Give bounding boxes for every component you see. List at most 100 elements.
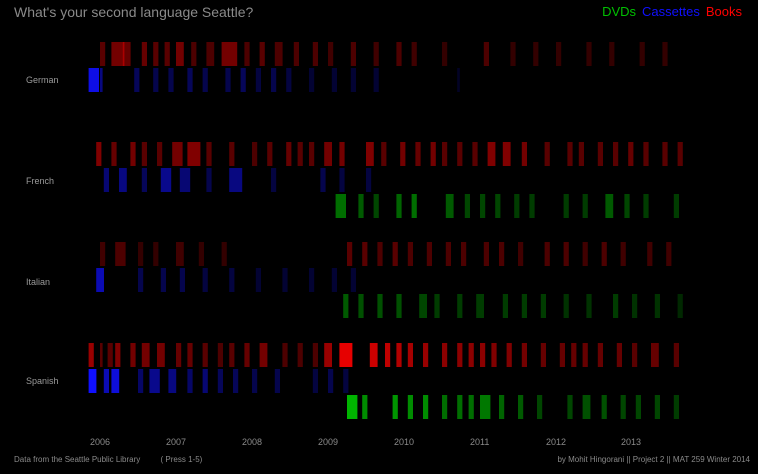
spanish-cassettes-bar <box>88 369 97 393</box>
french-books-bar <box>324 142 332 166</box>
french-books-bar <box>415 142 421 166</box>
french-books-bar <box>252 142 258 166</box>
italian-books-bar <box>666 242 672 266</box>
german-books-bar <box>122 42 131 66</box>
german-books-bar <box>510 42 516 66</box>
year-label-2010: 2010 <box>394 437 415 447</box>
spanish-dvds-bar <box>480 395 491 419</box>
spanish-dvds-bar <box>518 395 524 419</box>
french-books-bar <box>286 142 292 166</box>
spanish-books-bar <box>202 343 208 367</box>
german-cassettes-bar <box>255 68 261 92</box>
spanish-books-bar <box>506 343 512 367</box>
french-books-bar <box>597 142 603 166</box>
legend-books[interactable]: Books <box>705 4 742 19</box>
spanish-books-bar <box>324 343 332 367</box>
italian-books-bar <box>198 242 204 266</box>
italian-books-bar <box>377 242 383 266</box>
italian-books-bar <box>100 242 106 266</box>
spanish-cassettes-bar <box>149 369 160 393</box>
italian-books-bar <box>483 242 489 266</box>
italian-books-bar <box>426 242 432 266</box>
french-books-bar <box>172 142 183 166</box>
spanish-cassettes-bar <box>312 369 318 393</box>
spanish-books-bar <box>217 343 223 367</box>
italian-books-bar <box>518 242 524 266</box>
french-books-bar <box>544 142 550 166</box>
italian-books-bar <box>563 242 569 266</box>
french-cassettes-bar <box>206 168 212 192</box>
french-books-bar <box>366 142 374 166</box>
spanish-books-bar <box>540 343 546 367</box>
italian-dvds-bar <box>540 294 546 318</box>
spanish-dvds-bar <box>392 395 398 419</box>
spanish-dvds-bar <box>362 395 368 419</box>
german-books-bar <box>350 42 356 66</box>
spanish-books-bar <box>297 343 303 367</box>
spanish-dvds-bar <box>457 395 463 419</box>
legend-dvds[interactable]: DVDs <box>602 4 637 19</box>
french-cassettes-bar <box>119 168 127 192</box>
year-label-2008: 2008 <box>242 437 263 447</box>
spanish-dvds-bar <box>468 395 474 419</box>
footer-source: Data from the Seattle Public Library ( P… <box>14 455 202 464</box>
french-books-bar <box>472 142 478 166</box>
spanish-books-bar <box>616 343 622 367</box>
german-books-bar <box>274 42 283 66</box>
spanish-books-bar <box>107 343 113 367</box>
italian-dvds-bar <box>419 294 427 318</box>
italian-cassettes-bar <box>331 268 337 292</box>
french-books-bar <box>613 142 619 166</box>
french-books-bar <box>381 142 387 166</box>
french-cassettes-bar <box>366 168 372 192</box>
french-dvds-bar <box>582 194 588 218</box>
french-cassettes-bar <box>271 168 277 192</box>
italian-dvds-bar <box>377 294 383 318</box>
french-books-bar <box>187 142 201 166</box>
german-books-bar <box>556 42 562 66</box>
french-dvds-bar <box>514 194 520 218</box>
italian-books-bar <box>445 242 451 266</box>
spanish-cassettes-bar <box>217 369 223 393</box>
german-books-bar <box>141 42 147 66</box>
spanish-books-bar <box>407 343 413 367</box>
french-dvds-bar <box>445 194 454 218</box>
year-label-2009: 2009 <box>318 437 339 447</box>
german-cassettes-bar <box>168 68 174 92</box>
french-cassettes-bar <box>160 168 172 192</box>
legend-cassettes[interactable]: Cassettes <box>642 4 700 19</box>
french-books-bar <box>400 142 406 166</box>
german-books-bar <box>259 42 265 66</box>
spanish-cassettes-bar <box>103 369 109 393</box>
french-books-bar <box>567 142 573 166</box>
italian-books-bar <box>620 242 626 266</box>
language-label-spanish: Spanish <box>26 376 59 386</box>
year-label-2011: 2011 <box>470 437 490 447</box>
italian-books-bar <box>601 242 607 266</box>
german-books-bar <box>100 42 106 66</box>
french-books-bar <box>339 142 345 166</box>
italian-dvds-bar <box>502 294 508 318</box>
french-books-bar <box>628 142 634 166</box>
spanish-dvds-bar <box>654 395 660 419</box>
spanish-books-bar <box>339 343 353 367</box>
german-books-bar <box>662 42 668 66</box>
german-books-bar <box>483 42 489 66</box>
german-cassettes-bar <box>225 68 231 92</box>
german-books-bar <box>312 42 318 66</box>
italian-books-bar <box>115 242 126 266</box>
italian-books-bar <box>153 242 159 266</box>
spanish-cassettes-bar <box>202 369 208 393</box>
french-books-bar <box>267 142 273 166</box>
german-books-bar <box>373 42 379 66</box>
chart-title: What's your second language Seattle? <box>14 4 254 20</box>
italian-dvds-bar <box>677 294 683 318</box>
italian-cassettes-bar <box>179 268 185 292</box>
spanish-books-bar <box>141 343 150 367</box>
spanish-dvds-bar <box>347 395 358 419</box>
french-dvds-bar <box>643 194 649 218</box>
spanish-books-bar <box>282 343 288 367</box>
italian-dvds-bar <box>457 294 463 318</box>
spanish-books-bar <box>130 343 136 367</box>
spanish-books-bar <box>187 343 193 367</box>
